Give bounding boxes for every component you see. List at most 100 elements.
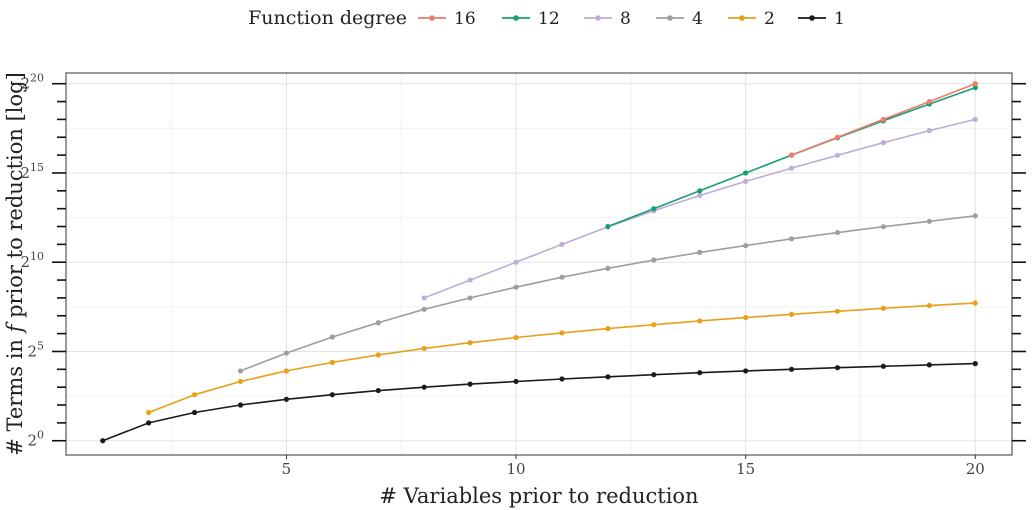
series-8-point [513,259,519,265]
series-2-point [743,314,749,321]
series-8-point [743,178,749,184]
y-tick-label-exponent: 10 [30,250,44,263]
series-1-point [513,378,519,385]
y-tick-label-base: 2 [20,253,30,271]
x-tick-label: 15 [736,460,755,478]
x-tick-label: 10 [506,460,525,478]
series-4-point [605,265,611,271]
legend-item-12: 12 [502,9,560,29]
series-1-point [605,374,611,380]
series-4-point [880,224,887,230]
y-tick-label-base: 2 [20,75,30,93]
series-4-point [329,334,335,340]
series-1-point [421,384,427,390]
series-8-point [697,192,703,199]
y-tick-label-base: 2 [27,342,37,360]
series-1-point [697,370,703,376]
y-tick-label-base: 2 [20,164,30,182]
series-12-point [972,85,978,91]
series-1-point [880,363,887,369]
series-2-point [605,326,611,332]
series-8-point [788,165,795,171]
series-4-point [788,236,795,242]
legend-label: 4 [692,9,703,29]
series-4-line [240,215,976,372]
legend-label: 16 [454,9,476,29]
legend-key-point [595,15,601,21]
series-1-point [972,361,978,367]
y-tick-label-exponent: 0 [37,429,44,442]
series-2-point [191,392,198,398]
series-1-line [102,362,976,442]
series-8-point [880,140,887,146]
y-axis-title: # Terms in f prior to reduction [log] [3,72,27,456]
series-12-point [605,223,611,230]
legend-label: 12 [538,9,560,29]
series-8-point [559,241,565,247]
legend: Function degree 16 12 8 4 2 1 [248,7,845,29]
y-tick-label-exponent: 5 [37,339,44,352]
series-8-point [972,116,978,123]
series-12-point [743,170,749,176]
legend-key-point [429,15,435,21]
series-2-point [329,359,335,365]
y-axis-title-variable: f [3,321,27,334]
series-2-point [788,311,795,317]
legend-item-4: 4 [656,9,703,29]
series-2-point [283,368,290,374]
series-4-point [834,229,841,236]
legend-item-1: 1 [798,9,845,29]
series-4-point [513,284,519,290]
series-1 [100,361,978,444]
series-16-point [834,134,841,140]
series-2-point [375,352,381,358]
series-16-point [788,152,795,158]
series-4-point [375,320,381,326]
series-4-point [926,218,932,224]
y-tick-label-exponent: 20 [30,72,44,85]
series-2-point [421,345,427,352]
legend-item-2: 2 [728,9,775,29]
grid [66,73,1012,455]
series-8-line [423,118,976,299]
series-8-point [926,128,932,134]
series-8-point [834,152,841,158]
series-8-point [421,295,427,301]
x-axis-title: # Variables prior to reduction [379,484,698,508]
plot-frame [65,72,1013,456]
series-1-point [191,409,198,416]
series-1-point [743,368,749,374]
series-2-point [697,318,703,324]
series-layer [100,81,978,444]
legend-label: 2 [764,9,775,29]
series-1-point [834,365,841,371]
series-16 [788,81,978,158]
series-12-point [651,206,657,212]
series-1-point [329,392,335,398]
series-1-point [559,376,565,382]
series-2-point [651,322,657,328]
legend-title: Function degree [248,7,407,29]
series-2-point [513,334,519,341]
series-4-point [421,306,427,312]
series-2-point [972,300,978,306]
series-2-point [237,378,244,385]
series-2-point [559,330,565,336]
series-4-point [697,249,703,255]
series-4-point [743,243,749,249]
series-2-point [834,308,841,314]
series-4-point [283,350,290,356]
series-1-point [100,438,106,444]
series-16-point [926,98,932,105]
series-2-point [926,302,932,309]
series-4-point [972,213,978,219]
legend-key-point [739,15,745,21]
series-16-point [972,81,978,87]
series-12-point [697,188,703,194]
series-4 [237,213,978,374]
series-4-point [559,274,565,280]
series-1-point [926,362,932,368]
y-axis-title-suffix: prior to reduction [log] [3,72,27,324]
y-tick-label-exponent: 15 [30,161,44,174]
legend-item-16: 16 [418,9,476,29]
